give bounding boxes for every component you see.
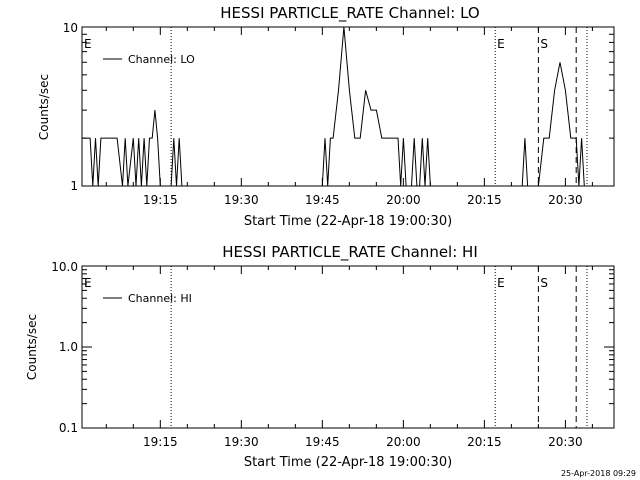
x-axis-label-lo: Start Time (22-Apr-18 19:00:30) <box>244 214 452 229</box>
chart-title-lo: HESSI PARTICLE_RATE Channel: LO <box>220 4 479 23</box>
x-tick-label-lo: 20:00 <box>386 193 421 207</box>
marker-label-hi: E <box>84 276 92 290</box>
series-line-lo <box>82 26 587 187</box>
x-tick-label-lo: 19:30 <box>224 193 259 207</box>
footer-timestamp: 25-Apr-2018 09:29 <box>561 469 636 478</box>
x-tick-label-hi: 19:30 <box>224 435 259 449</box>
marker-label-lo: E <box>497 37 505 51</box>
legend-hi: Channel: HI <box>103 292 192 305</box>
x-ticks-hi: 19:15 19:30 19:45 20:00 20:15 20:30 <box>82 265 614 449</box>
x-tick-label-lo: 19:15 <box>143 193 178 207</box>
x-tick-label-lo: 19:45 <box>305 193 340 207</box>
y-tick-label-hi-0-1: 0.1 <box>59 421 78 435</box>
chart-title-hi: HESSI PARTICLE_RATE Channel: HI <box>222 243 478 262</box>
legend-label-lo: Channel: LO <box>128 53 195 66</box>
x-tick-label-hi: 20:15 <box>467 435 502 449</box>
x-ticks-lo: 19:15 19:30 19:45 20:00 20:15 20:30 <box>82 26 614 207</box>
marker-label-lo: E <box>84 37 92 51</box>
y-tick-label-hi-1: 1.0 <box>59 340 78 354</box>
marker-label-lo: S <box>540 37 548 51</box>
panel-lo: HESSI PARTICLE_RATE Channel: LO Counts/s… <box>37 4 615 229</box>
y-tick-label-lo-10: 10 <box>63 21 78 35</box>
panel-hi: HESSI PARTICLE_RATE Channel: HI Counts/s… <box>25 243 615 470</box>
x-axis-label-hi: Start Time (22-Apr-18 19:00:30) <box>244 455 452 470</box>
x-tick-label-lo: 20:30 <box>548 193 583 207</box>
plot-frame-hi <box>81 265 615 429</box>
x-tick-label-hi: 20:30 <box>548 435 583 449</box>
y-axis-label-lo: Counts/sec <box>37 74 51 140</box>
marker-label-hi: E <box>497 276 505 290</box>
x-tick-label-lo: 20:15 <box>467 193 502 207</box>
y-tick-label-lo-1: 1 <box>70 179 78 193</box>
legend-lo: Channel: LO <box>103 53 195 66</box>
x-tick-label-hi: 20:00 <box>386 435 421 449</box>
plot-frame-lo <box>81 26 615 187</box>
y-axis-label-hi: Counts/sec <box>25 314 39 380</box>
legend-label-hi: Channel: HI <box>128 292 192 305</box>
x-tick-label-hi: 19:45 <box>305 435 340 449</box>
y-tick-label-hi-10: 10.0 <box>51 260 78 274</box>
marker-label-hi: S <box>540 276 548 290</box>
x-tick-label-hi: 19:15 <box>143 435 178 449</box>
